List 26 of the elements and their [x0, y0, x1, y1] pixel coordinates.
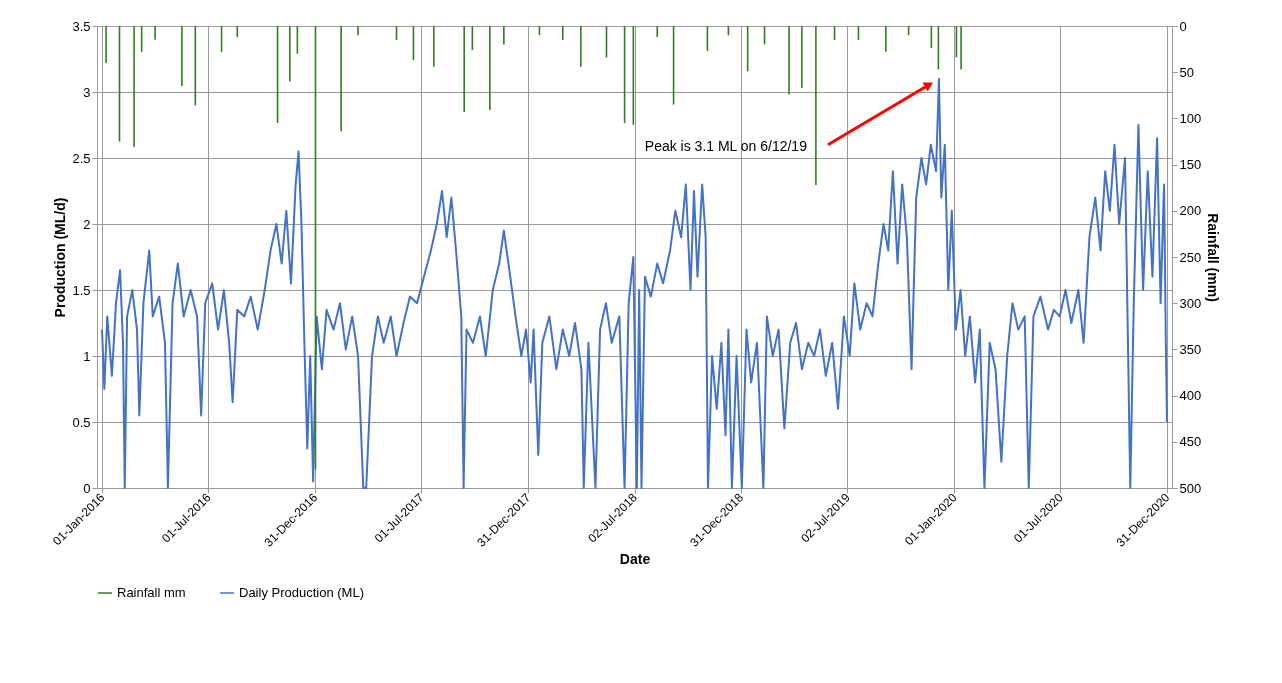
y2-axis-title: Rainfall (mm) [1205, 213, 1222, 302]
y2-tick-label: 0 [1179, 18, 1187, 34]
x-axis-title: Date [619, 550, 651, 567]
y-tick-label: 3 [83, 84, 91, 100]
line-series [101, 77, 1168, 489]
y2-tick-label: 200 [1179, 203, 1202, 219]
y2-tick-label: 150 [1179, 157, 1202, 173]
y-tick-label: 2.5 [72, 150, 91, 166]
y-tick-label: 1.5 [72, 282, 91, 298]
y2-tick-label: 300 [1179, 295, 1202, 311]
y-tick-label: 0 [83, 480, 91, 496]
y2-tick-label: 350 [1179, 341, 1202, 357]
y2-tick-label: 250 [1179, 249, 1202, 265]
legend-label: Daily Production (ML) [239, 585, 364, 600]
y-tick-label: 0.5 [72, 414, 91, 430]
y2-tick-label: 400 [1179, 388, 1202, 404]
legend-label: Rainfall mm [117, 585, 186, 600]
annotation: Peak is 3.1 ML on 6/12/19 [644, 137, 808, 154]
y-tick-label: 3.5 [72, 18, 91, 34]
y2-tick-label: 100 [1179, 110, 1202, 126]
y2-tick-label: 450 [1179, 434, 1202, 450]
y2-tick-label: 50 [1179, 64, 1194, 80]
y-axis-title: Production (ML/d) [52, 197, 69, 318]
y-tick-label: 2 [83, 216, 91, 232]
y-tick-label: 1 [83, 348, 91, 364]
y2-tick-label: 500 [1179, 480, 1202, 496]
